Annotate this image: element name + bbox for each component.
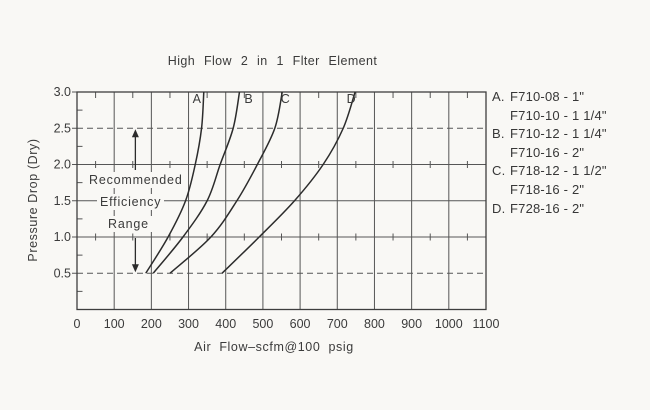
legend-row: C. F718-12 - 1 1/2" xyxy=(492,162,607,181)
x-tick-label: 700 xyxy=(327,317,348,331)
x-tick-label: 900 xyxy=(401,317,422,331)
legend-letter: B. xyxy=(492,126,505,142)
legend-model: F718-12 - 1 1/2" xyxy=(510,163,607,179)
curve-c xyxy=(169,91,283,274)
legend-model: F710-08 - 1" xyxy=(510,89,585,104)
x-tick-label: 200 xyxy=(141,317,162,331)
legend-model: F710-16 - 2" xyxy=(510,144,585,160)
legend-model: F710-12 - 1 1/4" xyxy=(510,126,607,142)
legend-letter: D. xyxy=(492,200,506,216)
curves: A B C D xyxy=(145,91,356,274)
legend-letter: C. xyxy=(492,163,506,179)
legend-row: F718-16 - 2" xyxy=(492,181,607,200)
x-tick-label: 600 xyxy=(290,317,311,331)
legend-model: F728-16 - 2" xyxy=(510,200,585,216)
y-tick-label: 3.0 xyxy=(54,85,71,99)
annotation-range: Range xyxy=(105,216,152,232)
x-tick-label: 1000 xyxy=(435,317,463,331)
y-tick-label: 1.0 xyxy=(54,230,71,244)
x-tick-label: 300 xyxy=(178,317,199,331)
legend-model: F718-16 - 2" xyxy=(510,181,585,197)
legend-letter xyxy=(492,144,510,163)
legend-row: F710-16 - 2" xyxy=(492,144,607,163)
legend-row: B. F710-12 - 1 1/4" xyxy=(492,125,607,144)
minor-ticks xyxy=(72,91,468,292)
x-axis-title: Air Flow–scfm@100 psig xyxy=(194,340,354,354)
annotation-efficiency: Efficiency xyxy=(97,194,165,210)
x-tick-label: 400 xyxy=(215,317,236,331)
curve-label-c: C xyxy=(281,92,290,106)
y-tick-label: 2.0 xyxy=(54,158,71,172)
chart-title: High Flow 2 in 1 Flter Element xyxy=(167,54,378,68)
legend-row: F710-10 - 1 1/4" xyxy=(492,107,607,126)
y-tick-label: 0.5 xyxy=(54,266,71,280)
y-tick-label: 1.5 xyxy=(54,194,71,208)
legend-letter xyxy=(492,107,510,126)
legend-row: D. F728-16 - 2" xyxy=(492,200,607,219)
annotation-recommended: Recommended xyxy=(86,172,186,188)
x-tick-label: 500 xyxy=(252,317,273,331)
range-arrow xyxy=(131,129,139,273)
curve-b xyxy=(152,91,241,274)
legend-model: F710-10 - 1 1/4" xyxy=(510,107,607,123)
tick-labels: 0 100 200 300 400 500 600 700 800 900 1000 1100 0.5 1… xyxy=(54,85,500,331)
curve-label-a: A xyxy=(193,92,202,106)
curve-label-d: D xyxy=(347,92,356,106)
legend: A. F710-08 - 1" F710-10 - 1 1/4" B. F710… xyxy=(492,88,607,218)
legend-letter xyxy=(492,181,510,200)
legend-row: A. F710-08 - 1" xyxy=(492,88,607,107)
curve-d xyxy=(221,91,356,274)
y-tick-label: 2.5 xyxy=(54,121,71,135)
curve-label-b: B xyxy=(244,92,252,106)
curve-a xyxy=(145,91,205,274)
x-tick-label: 100 xyxy=(104,317,125,331)
x-tick-label: 800 xyxy=(364,317,385,331)
y-axis-title: Pressure Drop (Dry) xyxy=(26,138,40,261)
x-tick-label: 0 xyxy=(74,317,81,331)
x-tick-label: 1100 xyxy=(473,317,500,331)
legend-letter: A. xyxy=(492,89,505,104)
